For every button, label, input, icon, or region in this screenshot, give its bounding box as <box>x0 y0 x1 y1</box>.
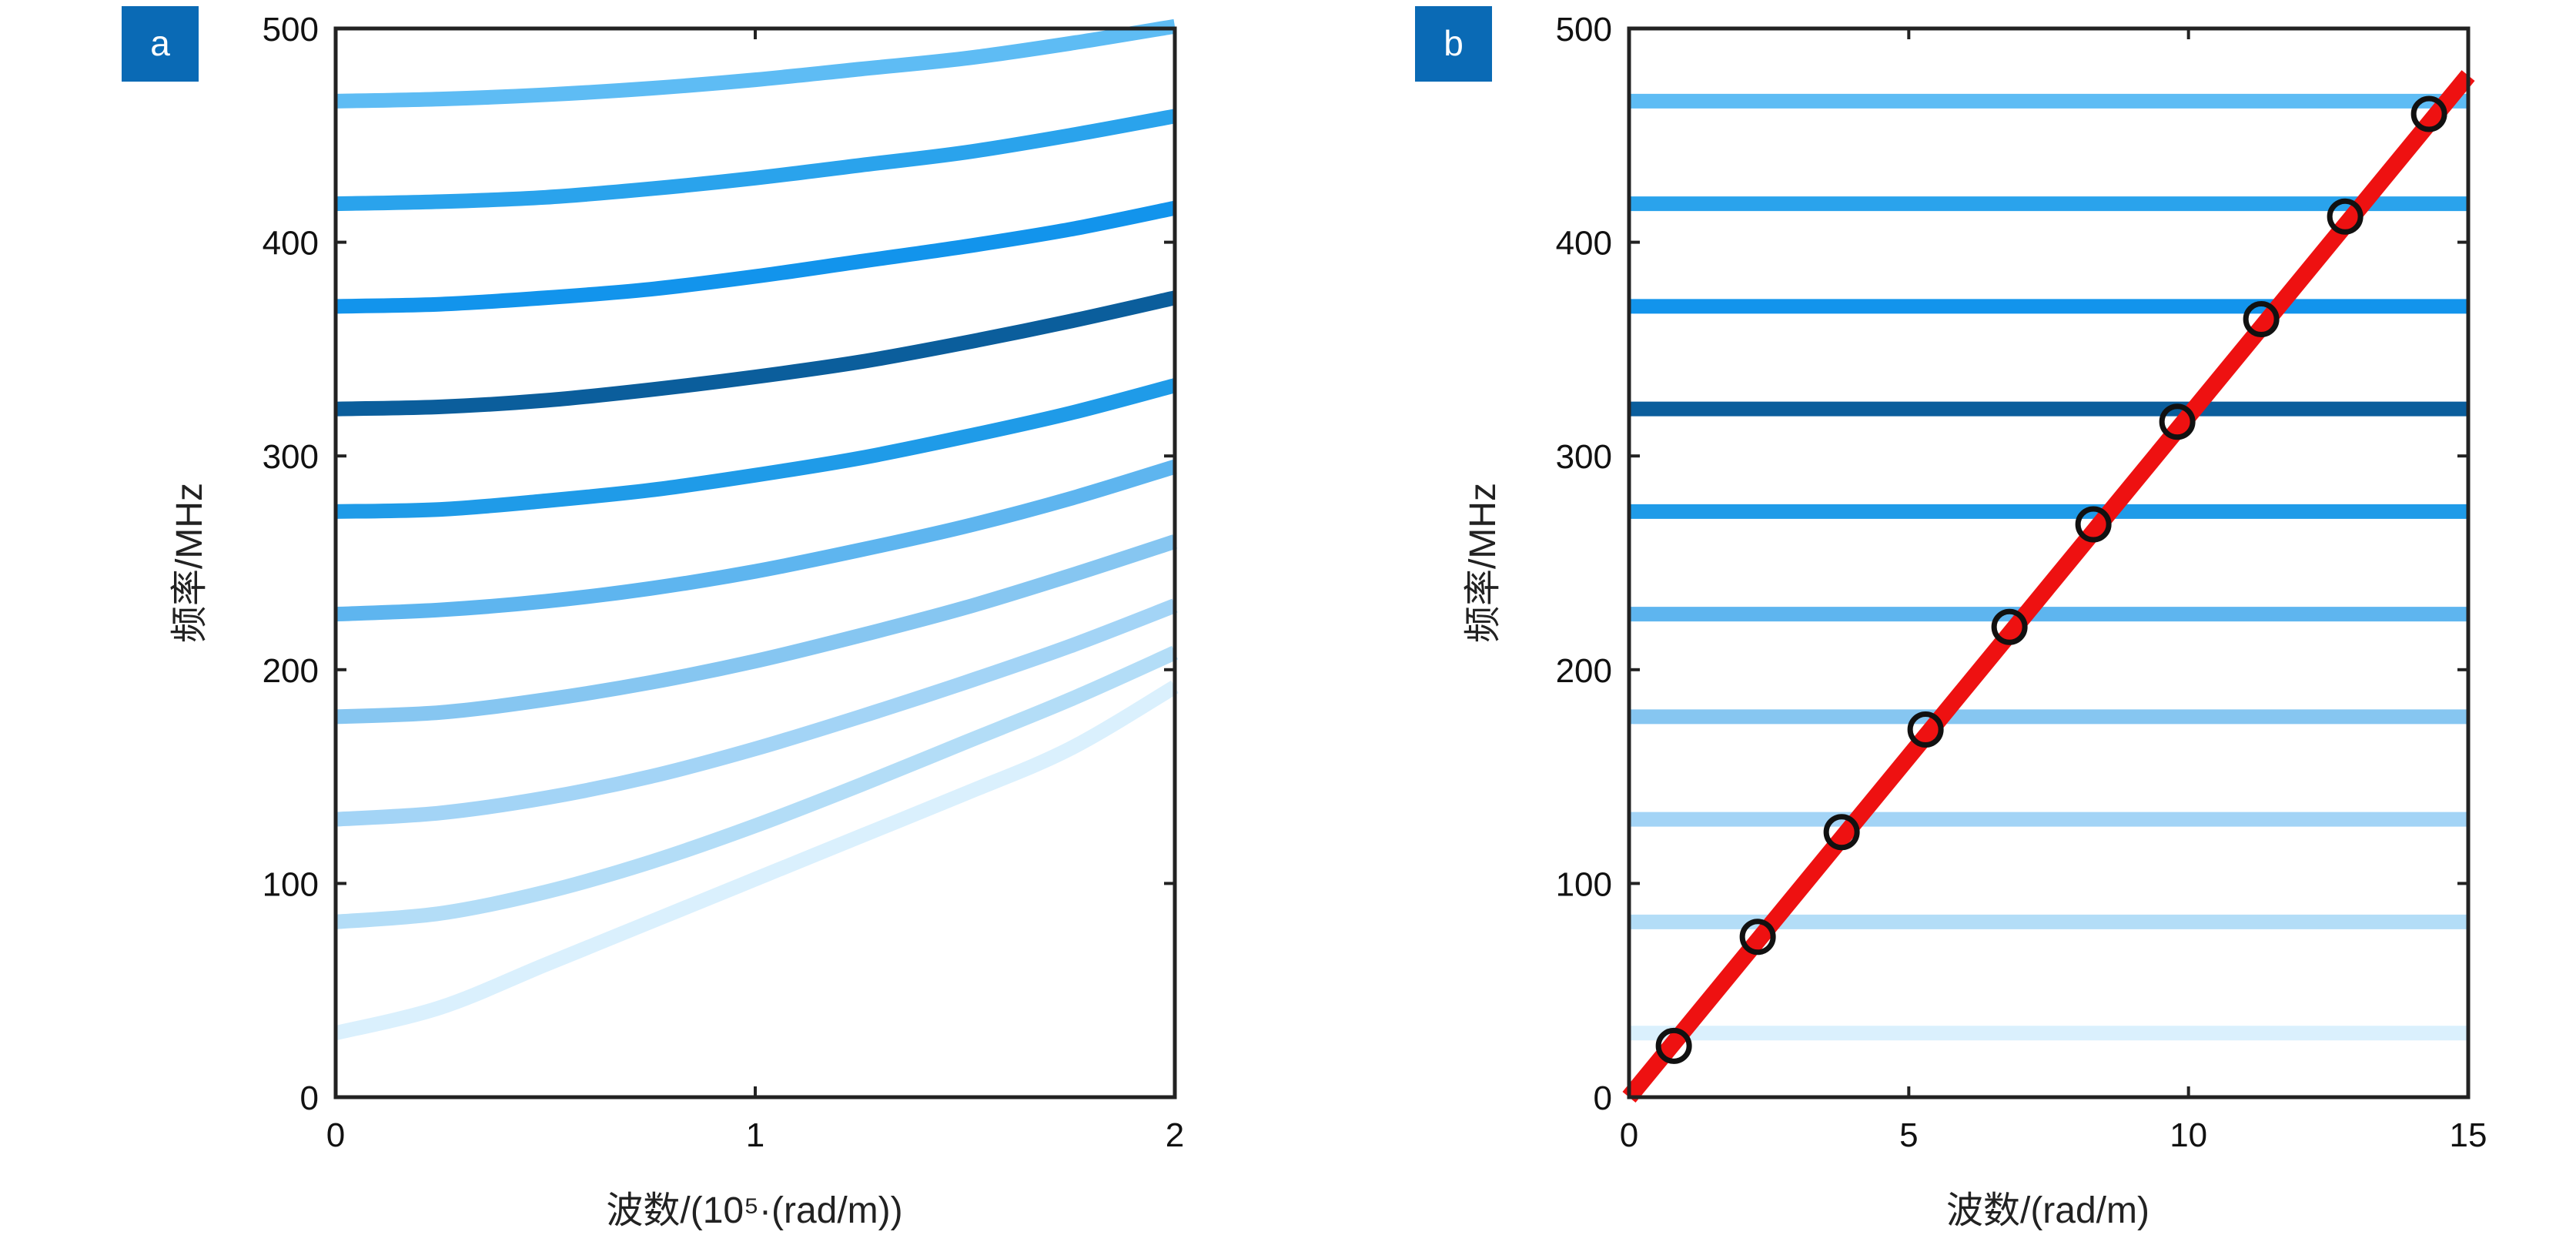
panel-a-series-line-8 <box>335 200 1176 314</box>
panel-a-badge <box>122 6 199 82</box>
panel-a-series-line-4 <box>335 534 1177 725</box>
panel-a-series-line-7 <box>335 290 1177 417</box>
panel-b-marker-2 <box>1739 919 1776 956</box>
panel-b-y-tick-label: 300 <box>1556 438 1612 476</box>
panel-a-badge-label: a <box>150 23 170 63</box>
panel-b-marker-8 <box>2243 301 2280 338</box>
panel-b-markers <box>1655 95 2447 1064</box>
panel-b-y-tick-label: 0 <box>1594 1079 1612 1117</box>
panel-b-x-tick-label: 15 <box>2450 1116 2487 1154</box>
panel-b-x-tick-label: 10 <box>2170 1116 2207 1154</box>
panel-a-ticks: 0 1 2 0 100 200 300 400 500 <box>263 11 1185 1154</box>
panel-b-y-tick-label: 500 <box>1556 11 1612 49</box>
panel-b-plot-frame <box>1627 26 2471 1099</box>
panel-b-x-tick-label: 5 <box>1899 1116 1918 1154</box>
panel-b-marker-10 <box>2410 95 2447 132</box>
panel-b-y-tick-label: 200 <box>1556 652 1612 690</box>
panel-a-y-tick-label: 400 <box>263 225 319 263</box>
panel-b-y-axis-label: 频率/MHz <box>1463 483 1504 643</box>
panel-a-series-line-3 <box>335 598 1178 827</box>
panel-a-y-axis-label: 频率/MHz <box>169 483 210 643</box>
panel-b-marker-3 <box>1823 814 1860 851</box>
panel-b-ticks: 0 5 10 15 0 100 200 300 400 500 <box>1556 11 2487 1154</box>
panel-b-marker-5 <box>1991 608 2028 645</box>
panel-a-x-tick-label: 0 <box>326 1116 345 1154</box>
panel-b-x-axis-label: 波数/(rad/m) <box>1946 1190 2149 1231</box>
panel-a-x-axis-label: 波数/(10⁵·(rad/m)) <box>606 1190 902 1231</box>
panel-a-y-tick-label: 300 <box>263 438 319 476</box>
panel-b-badge <box>1415 6 1492 82</box>
panel-b-marker-6 <box>2075 506 2112 543</box>
panel-a-x-tick-label: 1 <box>746 1116 764 1154</box>
panel-b-x-tick-label: 0 <box>1620 1116 1638 1154</box>
panel-a-series-line-6 <box>335 378 1177 519</box>
panel-a-series-line-2 <box>335 645 1178 929</box>
panel-b-marker-7 <box>2159 403 2196 440</box>
panel-b-y-tick-label: 400 <box>1556 225 1612 263</box>
panel-b-y-tick-label: 100 <box>1556 865 1612 903</box>
panel-b-marker-9 <box>2327 198 2364 235</box>
panel-b-hlines <box>1629 93 2468 1041</box>
panel-a-series-line-10 <box>335 18 1176 109</box>
panel-a-series-line-1 <box>333 680 1179 1040</box>
panel-a-curves <box>333 18 1179 1040</box>
panel-a-y-tick-label: 200 <box>263 652 319 690</box>
panel-a-y-tick-label: 500 <box>263 11 319 49</box>
panel-b-marker-4 <box>1907 711 1944 748</box>
panel-a-series-line-9 <box>335 109 1176 212</box>
panel-b-badge-label: b <box>1444 23 1464 63</box>
panel-b: b 0 5 10 15 0 100 200 300 400 500 波数/(rad/m) 频率/M… <box>1415 6 2487 1231</box>
panel-a: a 0 1 2 0 100 200 300 400 500 波数/(10⁵·(rad/m)) 频… <box>122 6 1184 1231</box>
panel-a-plot-frame <box>333 26 1177 1099</box>
panel-b-red-line <box>1622 70 2475 1103</box>
panel-b-fit-line <box>1622 70 2475 1103</box>
panel-a-y-tick-label: 0 <box>300 1079 319 1117</box>
panel-a-y-tick-label: 100 <box>263 865 319 903</box>
panel-a-x-tick-label: 2 <box>1166 1116 1184 1154</box>
panel-a-series-line-5 <box>335 459 1177 622</box>
panel-b-marker-1 <box>1655 1027 1692 1064</box>
